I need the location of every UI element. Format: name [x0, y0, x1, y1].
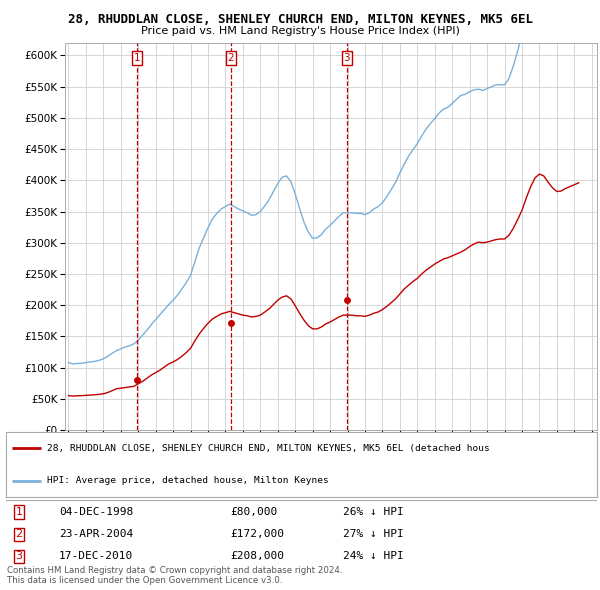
- Text: HPI: Average price, detached house, Milton Keynes: HPI: Average price, detached house, Milt…: [47, 476, 329, 485]
- Text: 26% ↓ HPI: 26% ↓ HPI: [343, 507, 404, 517]
- Text: £172,000: £172,000: [230, 529, 284, 539]
- Text: 3: 3: [344, 53, 350, 63]
- Text: 3: 3: [16, 551, 23, 561]
- Text: 17-DEC-2010: 17-DEC-2010: [59, 551, 133, 561]
- Text: £208,000: £208,000: [230, 551, 284, 561]
- Text: Contains HM Land Registry data © Crown copyright and database right 2024.
This d: Contains HM Land Registry data © Crown c…: [7, 566, 343, 585]
- Text: 2: 2: [16, 529, 23, 539]
- Text: Price paid vs. HM Land Registry's House Price Index (HPI): Price paid vs. HM Land Registry's House …: [140, 26, 460, 36]
- Text: 28, RHUDDLAN CLOSE, SHENLEY CHURCH END, MILTON KEYNES, MK5 6EL: 28, RHUDDLAN CLOSE, SHENLEY CHURCH END, …: [67, 13, 533, 26]
- Text: 1: 1: [134, 53, 140, 63]
- Text: 1: 1: [16, 507, 23, 517]
- Text: 23-APR-2004: 23-APR-2004: [59, 529, 133, 539]
- Text: 27% ↓ HPI: 27% ↓ HPI: [343, 529, 404, 539]
- Text: 24% ↓ HPI: 24% ↓ HPI: [343, 551, 404, 561]
- Text: £80,000: £80,000: [230, 507, 278, 517]
- Text: 04-DEC-1998: 04-DEC-1998: [59, 507, 133, 517]
- Text: 28, RHUDDLAN CLOSE, SHENLEY CHURCH END, MILTON KEYNES, MK5 6EL (detached hous: 28, RHUDDLAN CLOSE, SHENLEY CHURCH END, …: [47, 444, 490, 453]
- Text: 2: 2: [227, 53, 234, 63]
